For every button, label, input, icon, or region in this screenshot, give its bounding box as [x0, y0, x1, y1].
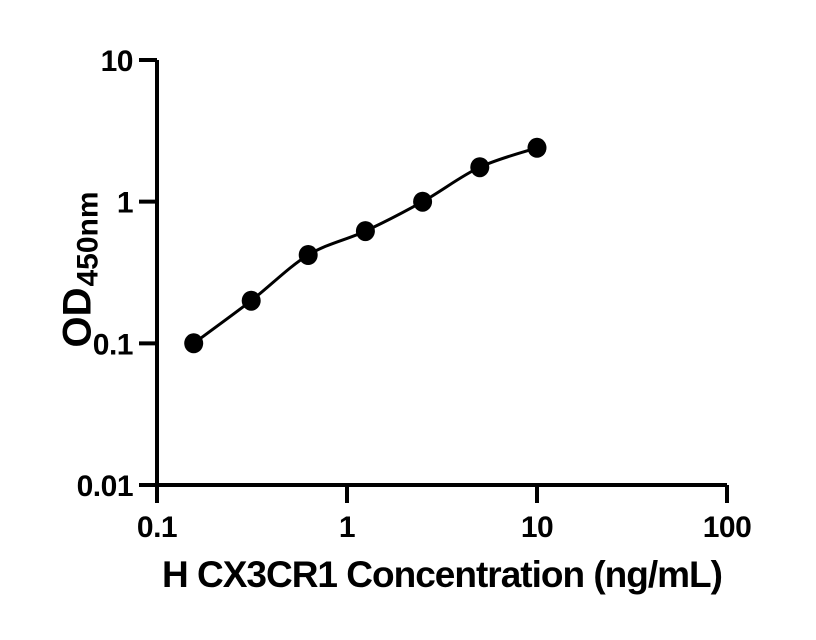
data-point-marker: [527, 137, 547, 158]
y-tick-label: 0.1: [93, 328, 133, 361]
y-tick-label: 0.01: [77, 470, 133, 503]
x-axis-title: H CX3CR1 Concentration (ng/mL): [162, 554, 723, 595]
x-tick-label: 100: [703, 511, 752, 544]
data-point-marker: [470, 157, 490, 178]
data-point-marker: [355, 221, 375, 242]
data-point-marker: [413, 191, 433, 212]
y-axis-label: OD450nm: [55, 191, 105, 348]
y-tick-label: 10: [101, 45, 133, 78]
y-tick-label: 1: [117, 187, 133, 220]
x-tick-label: 10: [521, 511, 553, 544]
x-tick-label: 1: [339, 511, 355, 544]
fitted-curve: [192, 146, 538, 345]
data-point-marker: [298, 245, 318, 265]
axes: [155, 60, 727, 487]
data-point-marker: [241, 290, 261, 311]
y-axis-label-main: OD: [55, 287, 100, 348]
y-axis-label-subscript: 450nm: [71, 191, 105, 287]
x-tick-label: 0.1: [137, 511, 177, 544]
data-point-marker: [184, 333, 204, 354]
